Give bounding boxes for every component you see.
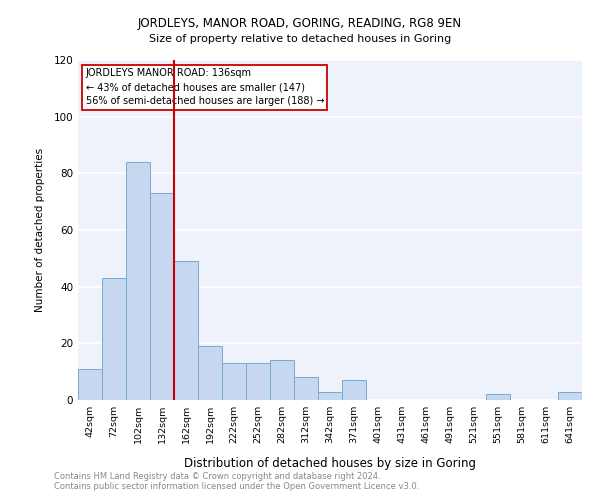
Bar — [102, 278, 126, 400]
X-axis label: Distribution of detached houses by size in Goring: Distribution of detached houses by size … — [184, 457, 476, 470]
Text: JORDLEYS MANOR ROAD: 136sqm
← 43% of detached houses are smaller (147)
56% of se: JORDLEYS MANOR ROAD: 136sqm ← 43% of det… — [86, 68, 324, 106]
Bar — [222, 363, 246, 400]
Bar — [486, 394, 510, 400]
Bar — [294, 378, 318, 400]
Text: Contains HM Land Registry data © Crown copyright and database right 2024.: Contains HM Land Registry data © Crown c… — [54, 472, 380, 481]
Bar — [150, 193, 174, 400]
Text: JORDLEYS, MANOR ROAD, GORING, READING, RG8 9EN: JORDLEYS, MANOR ROAD, GORING, READING, R… — [138, 18, 462, 30]
Text: Size of property relative to detached houses in Goring: Size of property relative to detached ho… — [149, 34, 451, 44]
Bar — [126, 162, 150, 400]
Text: Contains public sector information licensed under the Open Government Licence v3: Contains public sector information licen… — [54, 482, 419, 491]
Bar — [558, 392, 582, 400]
Y-axis label: Number of detached properties: Number of detached properties — [35, 148, 45, 312]
Bar — [342, 380, 366, 400]
Bar — [318, 392, 342, 400]
Bar — [198, 346, 222, 400]
Bar — [270, 360, 294, 400]
Bar — [174, 261, 198, 400]
Bar — [78, 369, 102, 400]
Bar — [246, 363, 270, 400]
